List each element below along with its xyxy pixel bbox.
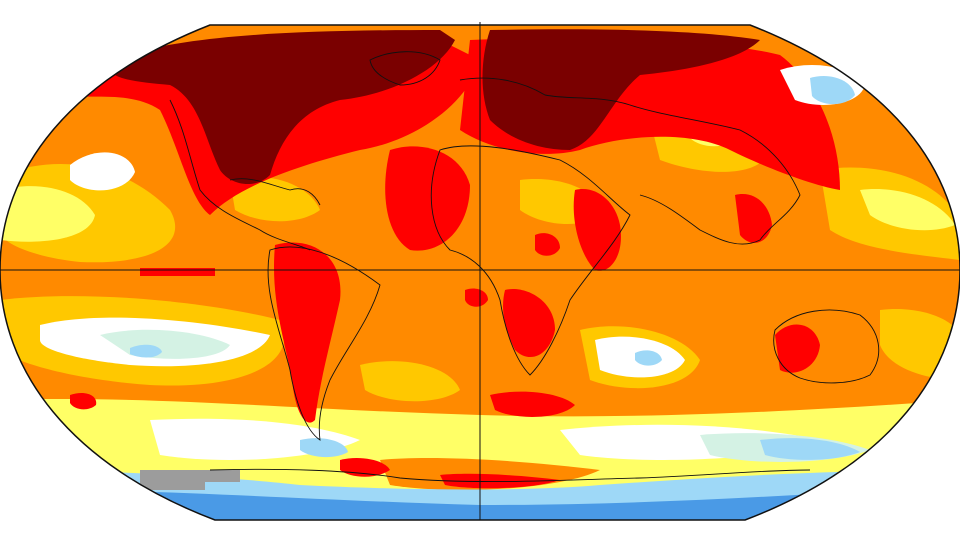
very-hot-region-europe-russia — [482, 29, 760, 150]
coast-eurasia — [459, 77, 801, 245]
coast-gulf-mexico — [229, 178, 321, 206]
coast-africa — [430, 145, 631, 376]
slight-region-east-pacific — [0, 186, 95, 242]
hot-region-east-antarctica — [440, 473, 560, 489]
hot-region-western-australia — [775, 324, 820, 373]
hot-region-southern-africa — [503, 289, 555, 358]
coast-antarctica — [209, 468, 811, 483]
mild-region-caribbean — [230, 176, 320, 222]
cool-region-kamchatka — [810, 75, 855, 105]
hot-region-south-america — [273, 242, 341, 423]
hot-region-gulf-of-guinea — [465, 288, 488, 307]
cool-region-weddell-sea — [300, 438, 348, 458]
hot-region-central-africa — [535, 233, 560, 256]
coast-north-america-west — [169, 99, 311, 251]
globe-outline — [0, 24, 960, 521]
no-data-region — [140, 470, 240, 490]
hot-region-south-atlantic — [490, 391, 575, 417]
very-hot-region-north-america — [110, 30, 455, 185]
hot-region-southeast-asia — [735, 194, 772, 243]
neutral-region-north-pacific — [70, 152, 135, 191]
cool-region-southern-ocean — [760, 438, 860, 460]
hot-region-equatorial-pacific — [140, 268, 215, 276]
coast-south-america — [267, 246, 381, 441]
hot-region-north-africa-west — [385, 146, 470, 251]
cool-region-south-indian — [635, 350, 662, 366]
mild-region-south-atlantic — [360, 361, 460, 402]
coast-australia — [773, 309, 880, 384]
hot-region-arabian-peninsula — [573, 189, 621, 271]
cool-region-south-pacific — [130, 344, 162, 358]
coast-greenland — [369, 51, 441, 86]
slight-region-north-pacific-east — [860, 189, 955, 231]
hot-region-southeast-pacific — [70, 393, 97, 410]
coastlines — [169, 51, 880, 483]
